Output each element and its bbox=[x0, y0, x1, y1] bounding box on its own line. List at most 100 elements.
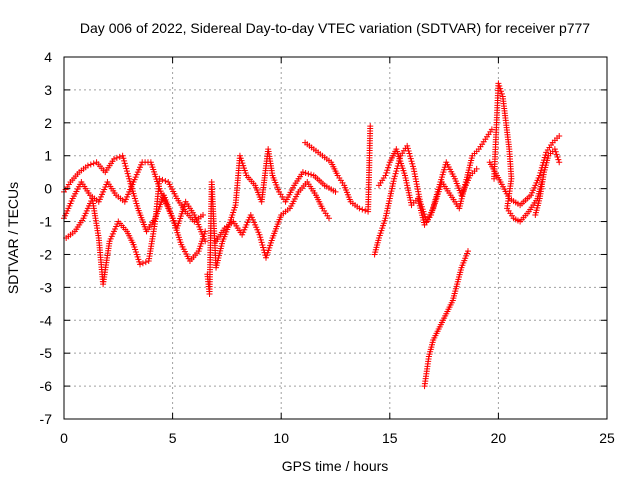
data-point bbox=[405, 147, 412, 154]
data-point bbox=[414, 183, 421, 190]
data-point bbox=[431, 199, 438, 206]
y-tick-label: -4 bbox=[40, 312, 53, 328]
data-point bbox=[408, 158, 415, 165]
data-point bbox=[84, 162, 91, 169]
y-tick-label: -7 bbox=[40, 411, 53, 427]
data-point bbox=[429, 206, 436, 213]
data-point bbox=[305, 170, 312, 177]
data-point bbox=[90, 160, 97, 167]
data-point bbox=[385, 161, 392, 168]
data-point bbox=[407, 153, 414, 160]
series-sat-k bbox=[486, 132, 563, 209]
data-point bbox=[410, 165, 417, 172]
series-sat-a bbox=[61, 152, 209, 265]
data-point bbox=[259, 241, 266, 248]
data-point bbox=[142, 259, 149, 266]
chart-title: Day 006 of 2022, Sidereal Day-to-day VTE… bbox=[80, 20, 590, 36]
x-tick-label: 15 bbox=[382, 430, 398, 446]
data-point bbox=[385, 164, 392, 171]
data-point bbox=[122, 162, 129, 169]
data-point bbox=[325, 215, 332, 222]
data-point bbox=[555, 156, 562, 163]
data-point bbox=[542, 151, 549, 158]
series-sat-f bbox=[302, 123, 374, 215]
data-point bbox=[433, 191, 440, 198]
y-tick-label: 1 bbox=[44, 148, 52, 164]
data-point bbox=[119, 152, 126, 159]
y-tick-label: -5 bbox=[40, 345, 53, 361]
data-point bbox=[428, 209, 435, 216]
data-point bbox=[432, 196, 439, 203]
data-point bbox=[257, 236, 264, 243]
data-point bbox=[473, 165, 480, 172]
data-point bbox=[433, 194, 440, 201]
plot-frame bbox=[63, 56, 608, 420]
data-point bbox=[124, 170, 131, 177]
data-point bbox=[159, 176, 166, 183]
data-point bbox=[412, 176, 419, 183]
data-point bbox=[382, 172, 389, 179]
y-tick-label: -3 bbox=[40, 279, 53, 295]
data-point bbox=[200, 211, 207, 218]
data-point bbox=[496, 82, 503, 89]
data-point bbox=[556, 159, 563, 166]
x-tick-label: 20 bbox=[491, 430, 507, 446]
data-points bbox=[61, 80, 563, 390]
data-point bbox=[137, 261, 144, 268]
data-point bbox=[414, 186, 421, 193]
data-point bbox=[413, 181, 420, 188]
data-point bbox=[162, 177, 169, 184]
y-tick-label: 2 bbox=[44, 115, 52, 131]
data-point bbox=[359, 206, 366, 213]
data-point bbox=[411, 170, 418, 177]
data-point bbox=[332, 188, 339, 195]
data-point bbox=[497, 85, 504, 92]
data-point bbox=[391, 175, 398, 182]
y-tick-label: 3 bbox=[44, 82, 52, 98]
series-sat-d bbox=[204, 146, 339, 297]
data-point bbox=[110, 156, 117, 163]
series-sat-l bbox=[532, 146, 563, 218]
data-point bbox=[383, 169, 390, 176]
data-point bbox=[413, 178, 420, 185]
data-point bbox=[554, 154, 561, 161]
data-point bbox=[308, 171, 315, 178]
data-point bbox=[384, 167, 391, 174]
data-point bbox=[120, 155, 127, 162]
data-point bbox=[409, 160, 416, 167]
data-point bbox=[428, 211, 435, 218]
data-point bbox=[407, 155, 414, 162]
data-point bbox=[121, 157, 128, 164]
data-point bbox=[415, 188, 422, 195]
data-point bbox=[536, 172, 543, 179]
x-tick-label: 0 bbox=[60, 430, 68, 446]
data-point bbox=[258, 239, 265, 246]
data-point bbox=[409, 163, 416, 170]
data-point bbox=[495, 80, 502, 87]
data-point bbox=[362, 207, 369, 214]
data-point bbox=[121, 160, 128, 167]
data-point bbox=[125, 173, 132, 180]
data-point bbox=[202, 238, 209, 245]
data-point bbox=[123, 168, 130, 175]
data-point bbox=[392, 170, 399, 177]
data-point bbox=[139, 260, 146, 267]
data-point bbox=[257, 234, 264, 241]
data-point bbox=[404, 145, 411, 152]
data-point bbox=[87, 161, 94, 168]
data-point bbox=[393, 168, 400, 175]
series-sat-b bbox=[63, 175, 207, 288]
x-axis-label: GPS time / hours bbox=[282, 458, 389, 474]
y-tick-label: -1 bbox=[40, 214, 53, 230]
data-point bbox=[356, 205, 363, 212]
data-point bbox=[412, 173, 419, 180]
data-point bbox=[404, 142, 411, 149]
x-tick-label: 25 bbox=[599, 430, 615, 446]
data-point bbox=[498, 88, 505, 95]
data-point bbox=[302, 170, 309, 177]
data-point bbox=[113, 154, 120, 161]
data-point bbox=[391, 173, 398, 180]
series-sat-h bbox=[375, 146, 480, 228]
